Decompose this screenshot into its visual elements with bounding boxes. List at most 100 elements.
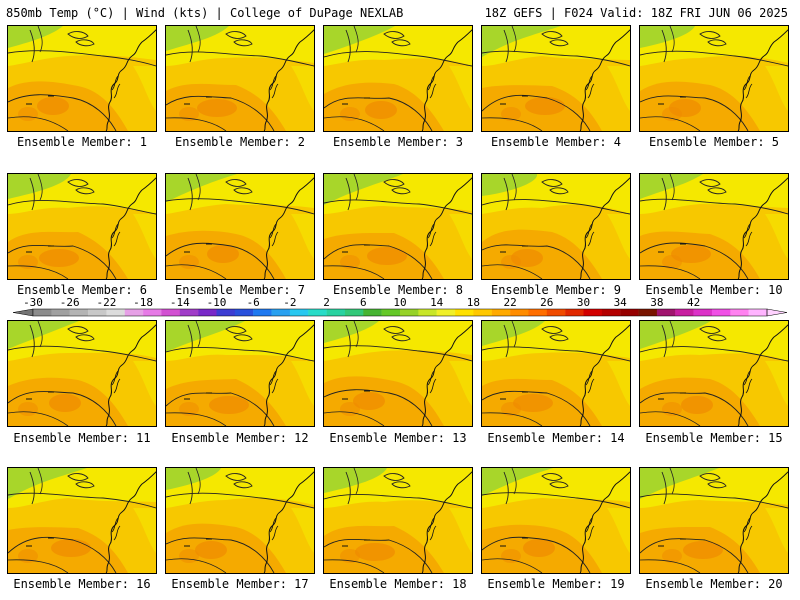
isotherm-contour xyxy=(640,242,749,279)
lake-outline xyxy=(345,471,351,505)
lake-outline xyxy=(699,31,721,39)
lake-outline xyxy=(225,179,247,187)
chesapeake-bay-outline xyxy=(585,370,595,394)
map-image xyxy=(324,26,472,131)
member-label: Ensemble Member: 12 xyxy=(171,431,309,445)
ensemble-map-panel xyxy=(165,25,315,132)
coldest-area xyxy=(166,468,221,490)
map-image xyxy=(166,321,314,426)
isotherm-contour xyxy=(324,199,472,215)
colorbar-swatch xyxy=(638,309,658,316)
ocean-field xyxy=(765,361,788,406)
colorbar-tick-label: 6 xyxy=(360,296,367,309)
isotherm-contour xyxy=(353,468,359,495)
isotherm-contour xyxy=(640,538,749,573)
coastline xyxy=(263,29,314,131)
warm-spot xyxy=(18,255,38,269)
ocean-field xyxy=(765,508,788,553)
lake-outline xyxy=(661,29,667,63)
warm-spot xyxy=(523,539,555,557)
warm-spot xyxy=(365,101,397,119)
coldest-area xyxy=(640,321,711,349)
warm-spot xyxy=(513,394,553,412)
colorbar-tick-label: 18 xyxy=(467,296,480,309)
colorbar-swatch xyxy=(620,309,639,316)
coldest-area xyxy=(8,468,87,499)
isotherm-contour xyxy=(640,50,788,67)
coastline xyxy=(421,177,472,279)
colorbar-tick-label: -14 xyxy=(170,296,190,309)
isotherm-contour xyxy=(640,265,701,279)
colorbar-tick-label: -10 xyxy=(207,296,227,309)
isotherm-contour xyxy=(324,411,385,426)
colorbar-swatch xyxy=(400,309,419,316)
colorbar-tick-label: 30 xyxy=(577,296,590,309)
chesapeake-bay-outline xyxy=(743,370,753,394)
isotherm-contour xyxy=(511,321,517,348)
warm-spot xyxy=(662,107,682,121)
coastline xyxy=(263,177,314,279)
warm-spot xyxy=(195,541,227,559)
coastline xyxy=(105,471,156,573)
warm-spot xyxy=(681,396,713,414)
colorbar-swatch xyxy=(161,309,180,316)
chesapeake-bay-outline xyxy=(427,517,437,541)
isotherm-contour xyxy=(195,468,201,495)
warm-spot xyxy=(207,245,239,263)
coldest-area xyxy=(8,174,71,199)
lake-outline xyxy=(541,179,563,187)
ensemble-map-panel xyxy=(639,467,789,574)
coastline xyxy=(579,324,630,426)
lake-outline xyxy=(391,187,411,195)
coldest-area xyxy=(324,26,395,54)
coastline xyxy=(263,471,314,573)
isotherm-contour xyxy=(482,412,543,426)
member-label: Ensemble Member: 20 xyxy=(645,577,783,591)
isotherm-contour xyxy=(195,321,201,348)
colorbar-swatch xyxy=(179,309,199,316)
ocean-field xyxy=(449,508,472,553)
warm-spot xyxy=(340,255,360,269)
map-title: 850mb Temp (°C) | Wind (kts) | College o… xyxy=(6,6,404,20)
isotherm-contour xyxy=(324,345,472,362)
chesapeake-bay-outline xyxy=(427,223,437,247)
isotherm-contour xyxy=(195,26,201,53)
colorbar-swatch xyxy=(601,309,621,316)
colorbar-swatch xyxy=(381,309,401,316)
colorbar-tick-label: -22 xyxy=(96,296,116,309)
isotherm-contour xyxy=(195,174,201,201)
ensemble-map-panel xyxy=(7,320,157,427)
isotherm-contour xyxy=(8,345,156,362)
ocean-field xyxy=(765,214,788,259)
lake-outline xyxy=(67,473,89,481)
isotherm-contour xyxy=(166,264,227,279)
coldest-area xyxy=(482,174,538,196)
ocean-field xyxy=(133,508,156,553)
lake-outline xyxy=(541,473,563,481)
colorbar-tick-label: 38 xyxy=(650,296,663,309)
warm-spot xyxy=(340,549,360,563)
colorbar-swatch xyxy=(271,309,291,316)
warm-spot xyxy=(355,543,395,561)
map-image xyxy=(640,468,788,573)
colorbar-graphic: -30 -26 -22 -18 -14 -10 -6 -2 2 6 10 14 18 22 26 30 34 38… xyxy=(12,296,788,317)
isotherm-contour xyxy=(511,468,517,495)
coldest-area xyxy=(8,26,63,48)
map-image xyxy=(324,174,472,279)
lake-outline xyxy=(549,481,569,489)
colorbar-swatch xyxy=(326,309,346,316)
lake-outline xyxy=(383,179,405,187)
ocean-field xyxy=(607,214,630,259)
lake-outline xyxy=(187,177,193,211)
lake-outline xyxy=(549,187,569,195)
colorbar-tick-label: 14 xyxy=(430,296,444,309)
member-label: Ensemble Member: 8 xyxy=(332,283,464,297)
isotherm-contour xyxy=(8,411,69,426)
lake-outline xyxy=(383,473,405,481)
isotherm-contour xyxy=(482,536,591,573)
lake-outline xyxy=(541,31,563,39)
warm-spot xyxy=(662,402,682,416)
isotherm-contour xyxy=(166,558,227,573)
colorbar-swatch xyxy=(491,309,511,316)
isotherm-contour xyxy=(324,265,385,279)
